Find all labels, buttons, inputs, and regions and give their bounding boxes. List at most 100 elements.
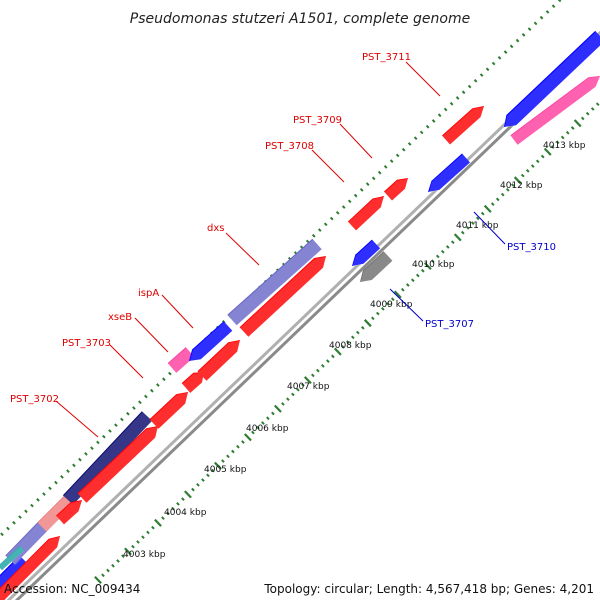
tick-label-4004: 4004 kbp [164, 508, 207, 518]
outer-ring-dot [389, 159, 394, 164]
feature-pst-3703 [149, 392, 188, 429]
outer-ring-dot [509, 44, 514, 49]
outer-ring-dot [341, 205, 346, 209]
inner-ring-major-tick [214, 461, 222, 470]
inner-ring-dot [261, 421, 265, 425]
inner-ring-dot [356, 330, 360, 335]
feature-pst-3702 [62, 411, 153, 505]
feature-pst-3711 [442, 106, 484, 145]
inner-ring-dot [251, 430, 255, 435]
outer-ring-dot [90, 446, 94, 451]
outer-ring-dot [473, 78, 478, 83]
label-leader-lines [55, 61, 506, 438]
inner-ring-dot [535, 159, 540, 164]
inner-ring-major-tick [244, 433, 252, 442]
inner-ring-dot [390, 297, 395, 302]
outer-ring-dot [311, 233, 316, 238]
outer-ring-dot [120, 417, 124, 422]
leader-xseb [134, 317, 169, 353]
outer-ring-dot [413, 136, 418, 141]
inner-ring-dot [266, 416, 270, 421]
inner-ring-dot [415, 273, 420, 278]
inner-ring-dot [560, 135, 565, 140]
tick-label-4009: 4009 kbp [370, 300, 413, 310]
inner-ring-dot [430, 259, 435, 264]
inner-ring-dot [475, 216, 480, 221]
outer-ring-dot [96, 440, 100, 445]
inner-ring-dot [301, 383, 305, 387]
inner-ring-major-tick [94, 575, 102, 585]
outer-ring-dot [30, 503, 34, 508]
inner-ring-dot [271, 411, 275, 416]
inner-ring-dot [166, 511, 170, 516]
leader-pst-3710 [473, 211, 506, 245]
inner-ring-major-tick [453, 233, 462, 242]
outer-ring-dot [72, 463, 76, 468]
feature-pst-3707-blue-highlight [352, 240, 381, 267]
feature-inner-left-red-1-highlight [0, 536, 61, 600]
outer-ring-dot [12, 520, 16, 525]
tick-labels: 4003 kbp 4004 kbp 4005 kbp 4006 kbp 4007… [123, 141, 586, 560]
tick-label-4005: 4005 kbp [204, 465, 247, 475]
inner-ring-dot [211, 468, 215, 473]
gene-label-ispa: ispA [138, 288, 159, 299]
genome-summary-text: Topology: circular; Length: 4,567,418 bp… [264, 582, 594, 596]
outer-ring-dot [317, 228, 322, 232]
outer-ring-dot [60, 475, 64, 479]
inner-ring-dot [146, 530, 150, 535]
inner-ring-dot [341, 345, 345, 349]
outer-ring-dot [503, 50, 508, 54]
outer-ring-dot [353, 193, 358, 198]
inner-ring-dot [500, 192, 505, 197]
outer-ring-dot [437, 113, 442, 118]
inner-ring-dot [221, 459, 225, 463]
inner-ring-dot [321, 364, 325, 368]
feature-ispa-highlight [189, 321, 233, 362]
inner-ring-major-tick [154, 518, 162, 527]
feature-teal-strip-highlight [0, 546, 25, 571]
inner-ring-dot [510, 183, 515, 187]
leader-pst-3702 [55, 400, 99, 438]
outer-ring-dot [0, 532, 4, 537]
inner-ring-dot [565, 130, 570, 135]
inner-ring-major-tick [393, 290, 402, 299]
inner-ring-dot [440, 249, 445, 254]
feature-pst-3703-highlight [150, 392, 189, 430]
outer-ring-dot [455, 96, 460, 100]
inner-ring-dot [346, 340, 350, 344]
feature-ispa [189, 321, 233, 361]
inner-ring-dot [540, 154, 545, 159]
inner-ring-dot [281, 402, 285, 406]
inner-ring-dot [101, 573, 105, 578]
inner-ring-dot [231, 449, 235, 454]
inner-ring-dot [580, 116, 585, 121]
outer-ring-dot [168, 371, 172, 376]
feature-inner-red-7 [239, 256, 326, 337]
feature-outer-light-red [37, 494, 75, 532]
outer-ring-dot [36, 497, 40, 502]
inner-ring-dot [470, 221, 475, 225]
inner-ring-dot [316, 368, 320, 373]
inner-ring-dot [435, 254, 440, 259]
inner-ring-major-tick [483, 204, 492, 213]
outer-ring-dot [323, 222, 328, 227]
inner-ring-dot [371, 316, 375, 321]
inner-ring-dot [530, 164, 535, 168]
genome-backbone [6, 30, 600, 600]
feature-inner-red-6 [197, 340, 240, 381]
outer-ring-dot [329, 216, 334, 221]
inner-ring-dot [376, 311, 380, 316]
outer-ring-dot [6, 526, 10, 531]
outer-ring-dot [126, 411, 130, 416]
feature-pst-3709-highlight [384, 178, 409, 202]
gene-label-pst-3711: PST_3711 [362, 52, 411, 63]
inner-ring-dot [570, 126, 575, 130]
outer-ring-dot [359, 188, 364, 192]
inner-ring-dot [445, 245, 450, 249]
inner-ring-dot [106, 568, 110, 573]
inner-ring-major-tick [363, 319, 372, 328]
outer-ring-dot [539, 15, 544, 20]
outer-ring-dot [491, 61, 496, 66]
outer-ring-dot [54, 480, 58, 485]
